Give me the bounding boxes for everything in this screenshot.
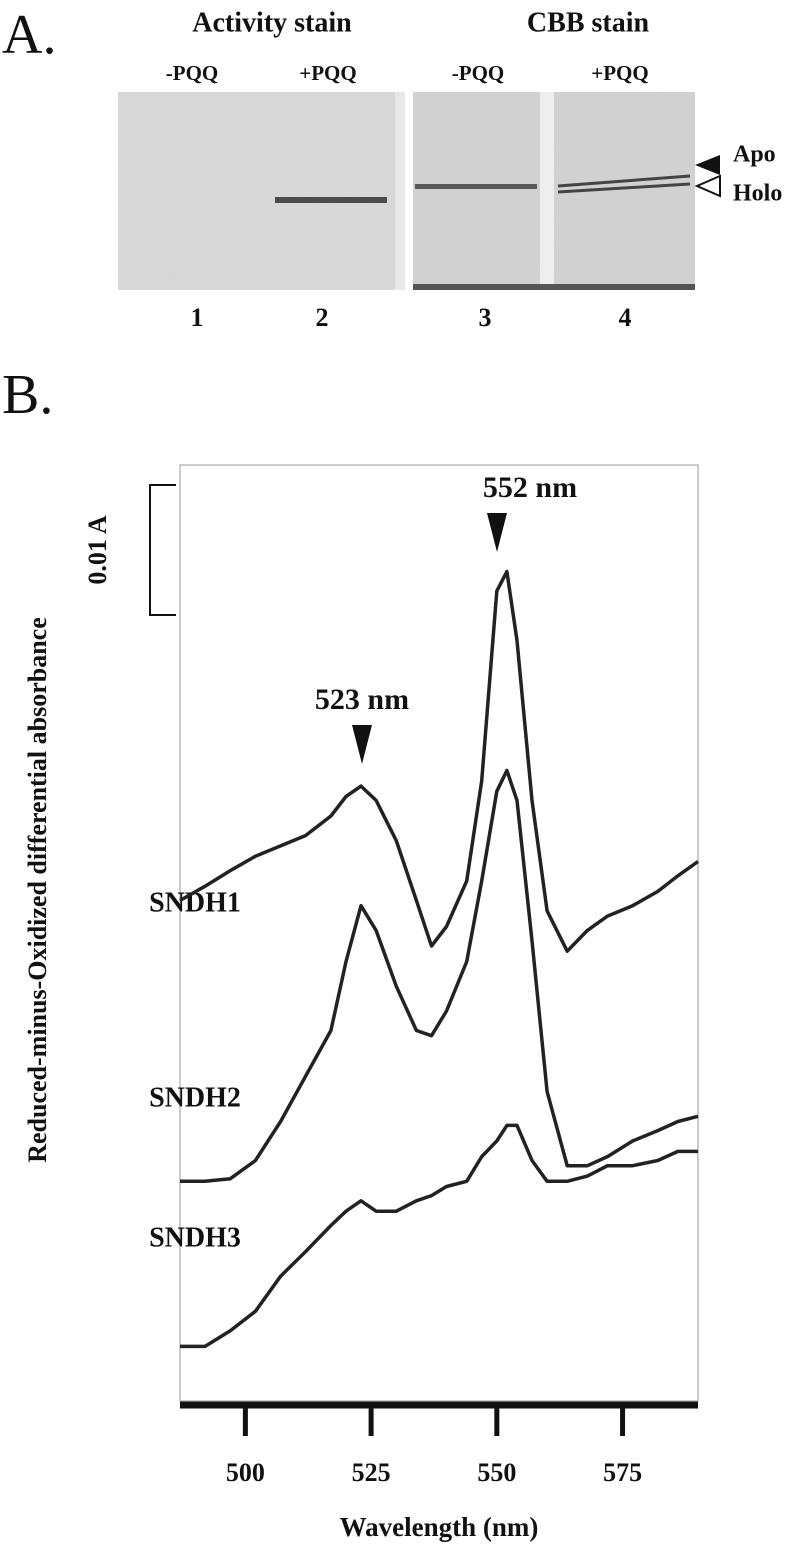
- marker-label: Holo: [733, 181, 782, 207]
- stain-label: Activity stain: [192, 7, 352, 38]
- x-axis-label: Wavelength (nm): [340, 1512, 539, 1542]
- annotation-arrow: [487, 513, 507, 552]
- condition-label: -PQQ: [452, 61, 505, 85]
- x-tick-label: 525: [352, 1458, 391, 1487]
- condition-label: +PQQ: [591, 61, 648, 85]
- gel-streak: [540, 92, 554, 290]
- plot-frame: [179, 464, 699, 1402]
- x-tick-label: 500: [226, 1458, 265, 1487]
- condition-label: -PQQ: [166, 61, 219, 85]
- scale-bar: [149, 484, 176, 616]
- band: [557, 174, 691, 194]
- x-tick-label: 575: [603, 1458, 642, 1487]
- condition-label: +PQQ: [299, 61, 356, 85]
- lane-label: 1: [191, 303, 204, 332]
- marker-label: Apo: [733, 142, 776, 168]
- series-label: SNDH2: [149, 1082, 241, 1113]
- x-tick-label: 550: [477, 1458, 516, 1487]
- band: [415, 184, 537, 189]
- gel-texture: [118, 92, 405, 290]
- panel-label: B.: [2, 364, 53, 426]
- lane-label: 4: [619, 303, 632, 332]
- lane-label: 3: [479, 303, 492, 332]
- series-label: SNDH3: [149, 1222, 241, 1253]
- annotation-arrow: [352, 725, 372, 764]
- annotation: 523 nm: [315, 683, 409, 716]
- y-axis-label: Reduced-minus-Oxidized differential abso…: [23, 617, 52, 1163]
- band: [275, 197, 387, 203]
- stain-label: CBB stain: [527, 7, 650, 38]
- lane-label: 2: [316, 303, 329, 332]
- apo-marker: [695, 155, 720, 175]
- panel-label: A.: [2, 4, 56, 66]
- spectrum-line: [180, 1123, 698, 1349]
- spectrum-line: [180, 768, 699, 1184]
- gel-edge: [413, 284, 695, 290]
- annotation: 552 nm: [483, 471, 577, 504]
- spectrum-line: [179, 569, 700, 953]
- scale-bar-label: 0.01 A: [83, 515, 112, 585]
- holo-marker: [694, 174, 721, 198]
- gel-streak: [395, 92, 405, 290]
